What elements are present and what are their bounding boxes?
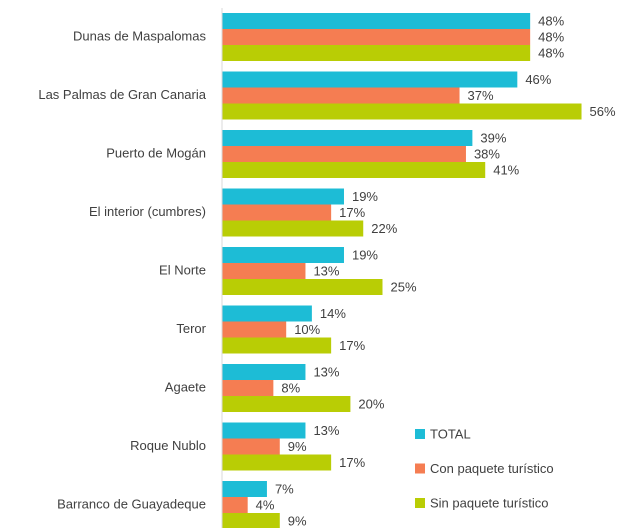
bar	[222, 103, 582, 120]
bar	[222, 364, 306, 380]
bar	[222, 87, 460, 104]
value-label: 46%	[525, 72, 551, 87]
bar	[222, 29, 531, 45]
bar	[222, 45, 531, 61]
value-label: 38%	[474, 146, 500, 161]
value-label: 17%	[339, 205, 365, 220]
category-label: Las Palmas de Gran Canaria	[38, 87, 206, 102]
legend-label: Con paquete turístico	[430, 461, 554, 476]
legend-swatch	[415, 429, 425, 439]
category-label: El Norte	[159, 262, 206, 277]
legend-swatch	[415, 498, 425, 508]
value-label: 19%	[352, 247, 378, 262]
bar	[222, 380, 274, 396]
value-label: 41%	[493, 162, 519, 177]
bar	[222, 305, 312, 322]
value-label: 17%	[339, 338, 365, 353]
value-label: 9%	[288, 439, 307, 454]
value-label: 10%	[294, 322, 320, 337]
bar	[222, 497, 248, 513]
bar	[222, 279, 383, 295]
bar	[222, 162, 486, 178]
value-label: 13%	[313, 423, 339, 438]
category-label: Dunas de Maspalomas	[73, 28, 206, 43]
bar	[222, 146, 466, 162]
bar	[222, 481, 267, 497]
bar	[222, 13, 531, 29]
value-label: 17%	[339, 455, 365, 470]
legend-label: Sin paquete turístico	[430, 495, 549, 510]
value-label: 20%	[358, 396, 384, 411]
legend-swatch	[415, 463, 425, 474]
value-label: 8%	[281, 380, 300, 395]
bar	[222, 438, 280, 455]
bar	[222, 204, 332, 221]
bar	[222, 247, 344, 263]
value-label: 22%	[371, 221, 397, 236]
bar	[222, 220, 364, 237]
value-label: 56%	[590, 104, 616, 119]
bar	[222, 130, 473, 146]
value-label: 39%	[480, 130, 506, 145]
value-label: 13%	[313, 263, 339, 278]
bar	[222, 513, 280, 528]
bar	[222, 337, 332, 354]
value-label: 13%	[313, 364, 339, 379]
value-label: 14%	[320, 306, 346, 321]
value-label: 9%	[288, 513, 307, 528]
value-label: 4%	[256, 497, 275, 512]
bar	[222, 454, 332, 471]
value-label: 48%	[538, 13, 564, 28]
category-label: Roque Nublo	[130, 438, 206, 453]
value-label: 19%	[352, 189, 378, 204]
bar	[222, 396, 351, 412]
value-label: 7%	[275, 481, 294, 496]
value-label: 48%	[538, 29, 564, 44]
bar	[222, 263, 306, 279]
value-label: 25%	[391, 279, 417, 294]
bar	[222, 422, 306, 439]
bar	[222, 71, 518, 88]
bar	[222, 321, 287, 338]
legend-label: TOTAL	[430, 426, 471, 441]
category-label: Puerto de Mogán	[106, 145, 206, 160]
category-label: El interior (cumbres)	[89, 204, 206, 219]
category-label: Agaete	[165, 379, 206, 394]
category-label: Barranco de Guayadeque	[57, 496, 206, 511]
category-label: Teror	[176, 321, 206, 336]
bar	[222, 188, 344, 205]
value-label: 48%	[538, 45, 564, 60]
value-label: 37%	[468, 88, 494, 103]
